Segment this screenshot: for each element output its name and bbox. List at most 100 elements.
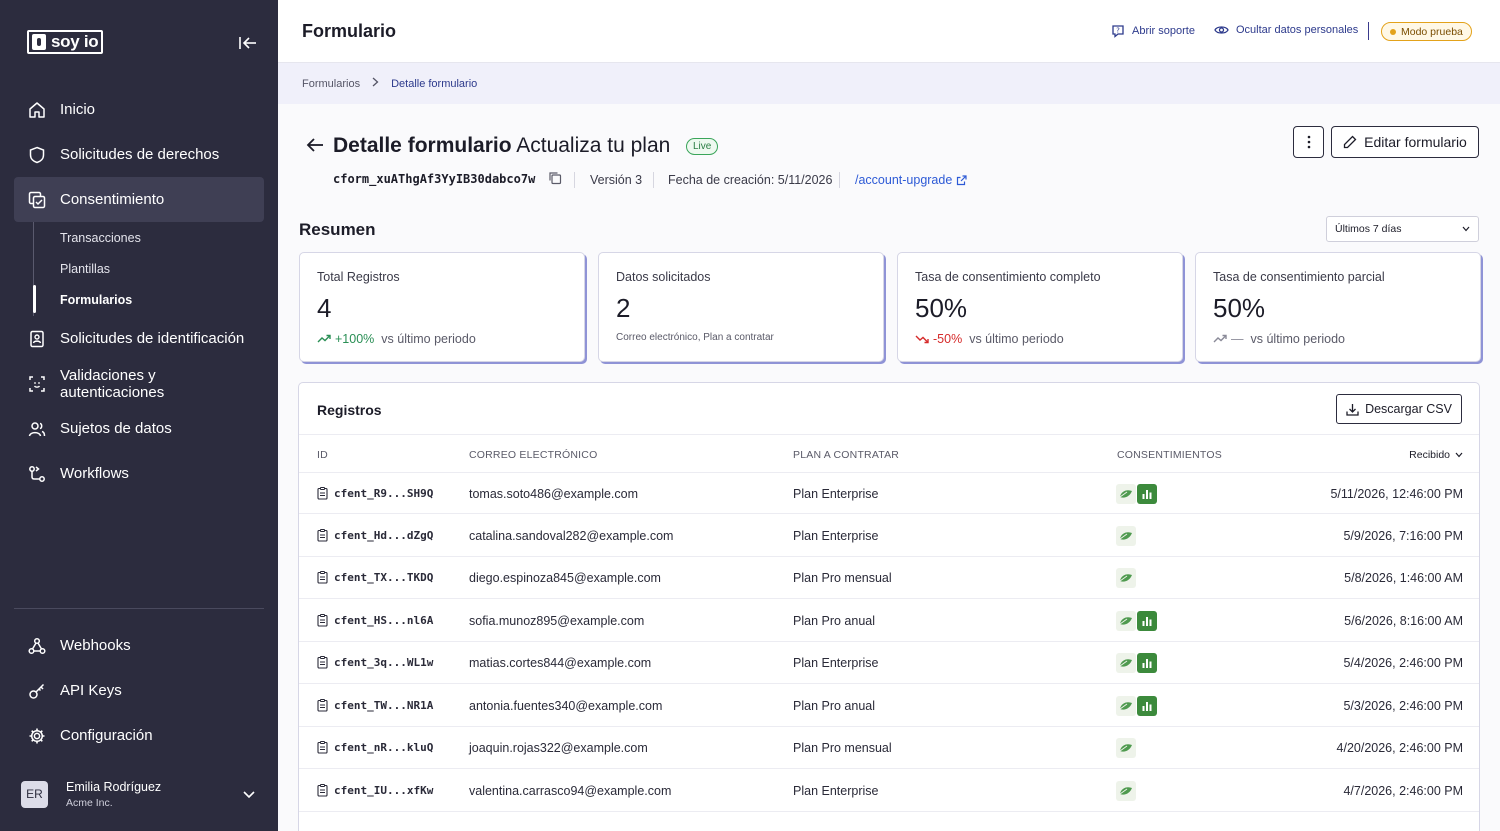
download-csv-button[interactable]: Descargar CSV [1336,394,1462,424]
record-id[interactable]: cfent_3q...WL1w [317,656,433,669]
record-received-date: 4/7/2026, 2:46:00 PM [1343,783,1463,798]
nav-label: Consentimiento [60,191,165,208]
record-email: tomas.soto486@example.com [469,487,639,501]
consent-icon [27,190,46,209]
document-icon [317,783,328,797]
collapse-sidebar-button[interactable] [236,32,260,54]
subnav-item-plantillas[interactable]: Plantillas [60,262,111,276]
consent-leaf-icon [1116,525,1136,546]
trend-down-icon [915,335,929,344]
hide-data-label: Ocultar datos personales [1236,24,1359,36]
record-received-date: 5/6/2026, 8:16:00 AM [1344,613,1463,628]
shield-icon [27,145,46,164]
record-plan: Plan Pro mensual [793,741,892,755]
nav-item-inicio[interactable]: Inicio [14,87,264,132]
document-icon [317,741,328,754]
open-support-link[interactable]: ? Abrir soporte [1111,24,1195,38]
record-email: valentina.carrasco94@example.com [469,783,672,798]
column-header-id: ID [317,449,328,461]
subnav-item-transacciones[interactable]: Transacciones [60,231,141,245]
record-id[interactable]: cfent_TW...NR1A [317,698,433,712]
record-consents [1116,568,1137,588]
date-range-value: Últimos 7 días [1335,223,1402,235]
edit-form-button[interactable]: Editar formulario [1331,126,1479,158]
column-header-received[interactable]: Recibido [1409,449,1463,461]
consent-leaf-icon [1116,695,1136,716]
consent-leaf-icon [1116,653,1136,673]
nav-label: API Keys [60,682,122,699]
nav-item-solicitudes-derechos[interactable]: Solicitudes de derechos [14,132,264,177]
record-consents [1116,738,1137,758]
column-header-plan: PLAN A CONTRATAR [793,449,900,461]
svg-text:?: ? [1116,27,1120,35]
record-plan: Plan Enterprise [793,783,879,798]
subnav-item-formularios[interactable]: Formularios [60,293,133,307]
record-id[interactable]: cfent_HS...nl6A [317,613,433,627]
nav-item-webhooks[interactable]: Webhooks [14,623,264,668]
stat-delta: — [1231,332,1244,346]
stat-card-consentimiento-completo: Tasa de consentimiento completo 50% -50%… [897,252,1183,362]
date-range-select[interactable]: Últimos 7 días [1326,216,1479,242]
record-id[interactable]: cfent_IU...xfKw [317,783,433,797]
table-row[interactable]: cfent_3q...WL1w matias.cortes844@example.… [299,642,1479,684]
breadcrumb-formularios[interactable]: Formularios [302,77,361,90]
download-icon [1346,403,1359,416]
table-row[interactable]: cfent_nR...kluQ joaquin.rojas322@example.… [299,727,1479,769]
breadcrumb-current: Detalle formulario [391,77,478,90]
nav-item-validaciones[interactable]: Validaciones y autenticaciones [14,361,264,406]
record-id-text: cfent_3q...WL1w [334,656,434,669]
record-plan: Plan Pro anual [793,698,876,713]
consent-analytics-icon [1137,653,1157,673]
stat-subtext: Correo electrónico, Plan a contratar [616,332,774,343]
nav-item-configuracion[interactable]: Configuración [14,713,264,758]
keyhole-icon [32,34,46,50]
records-title: Registros [317,402,382,418]
record-id[interactable]: cfent_R9...SH9Q [317,487,433,500]
stat-value: 2 [616,293,631,323]
home-icon [27,100,46,119]
table-row[interactable]: cfent_Hd...dZgQ catalina.sandoval282@exam… [299,515,1479,557]
record-id[interactable]: cfent_nR...kluQ [317,741,433,754]
user-menu[interactable]: ER Emilia Rodríguez Acme Inc. [21,777,261,811]
record-received-date: 5/3/2026, 2:46:00 PM [1343,698,1463,713]
record-consents [1116,610,1158,631]
back-arrow-icon[interactable] [306,137,324,158]
nav-label: Inicio [60,101,96,118]
nav-item-solicitudes-identificacion[interactable]: Solicitudes de identificación [14,316,264,361]
status-badge: Live [686,138,719,155]
id-card-icon [27,329,46,348]
nav-item-sujetos-datos[interactable]: Sujetos de datos [14,406,264,451]
record-id[interactable]: cfent_Hd...dZgQ [317,528,433,542]
column-header-email: CORREO ELECTRÓNICO [469,449,598,461]
table-row[interactable]: cfent_TW...NR1A antonia.fuentes340@exampl… [299,685,1479,727]
stat-trend: +100% vs último periodo [317,332,476,346]
table-header: ID CORREO ELECTRÓNICO PLAN A CONTRATAR C… [299,434,1479,472]
table-row[interactable]: cfent_R9...SH9Q tomas.soto486@example.com… [299,472,1479,514]
record-plan: Plan Enterprise [793,656,879,670]
chevron-down-icon[interactable] [243,786,255,804]
document-icon [317,571,328,584]
stat-label: Tasa de consentimiento completo [915,270,1101,284]
stat-trend: -50% vs último periodo [915,332,1064,346]
copy-icon[interactable] [548,171,562,190]
records-table-card: Registros Descargar CSV ID CORREO ELECTR… [298,382,1480,831]
record-id[interactable]: cfent_TX...TKDQ [317,571,433,584]
nav-item-api-keys[interactable]: API Keys [14,668,264,713]
consent-subnav: Transacciones Plantillas Formularios [33,222,263,316]
eye-icon [1214,26,1229,34]
soyio-logo[interactable]: soy io [27,30,104,54]
record-email: sofia.munoz895@example.com [469,613,645,628]
active-subnav-indicator [33,285,36,313]
form-slug-link[interactable]: /account-upgrade [855,173,967,187]
nav-item-consentimiento[interactable]: Consentimiento [14,177,264,222]
test-mode-badge[interactable]: Modo prueba [1381,22,1472,41]
document-icon [317,698,328,712]
more-options-button[interactable] [1293,126,1324,158]
nav-item-workflows[interactable]: Workflows [14,451,264,496]
hide-personal-data-toggle[interactable]: Ocultar datos personales [1214,24,1358,36]
kebab-menu-icon [1307,135,1310,149]
table-row[interactable]: cfent_HS...nl6A sofia.munoz895@example.co… [299,600,1479,642]
table-row[interactable]: cfent_IU...xfKw valentina.carrasco94@exam… [299,770,1479,812]
record-id-text: cfent_TX...TKDQ [334,571,434,584]
table-row[interactable]: cfent_TX...TKDQ diego.espinoza845@example… [299,557,1479,599]
